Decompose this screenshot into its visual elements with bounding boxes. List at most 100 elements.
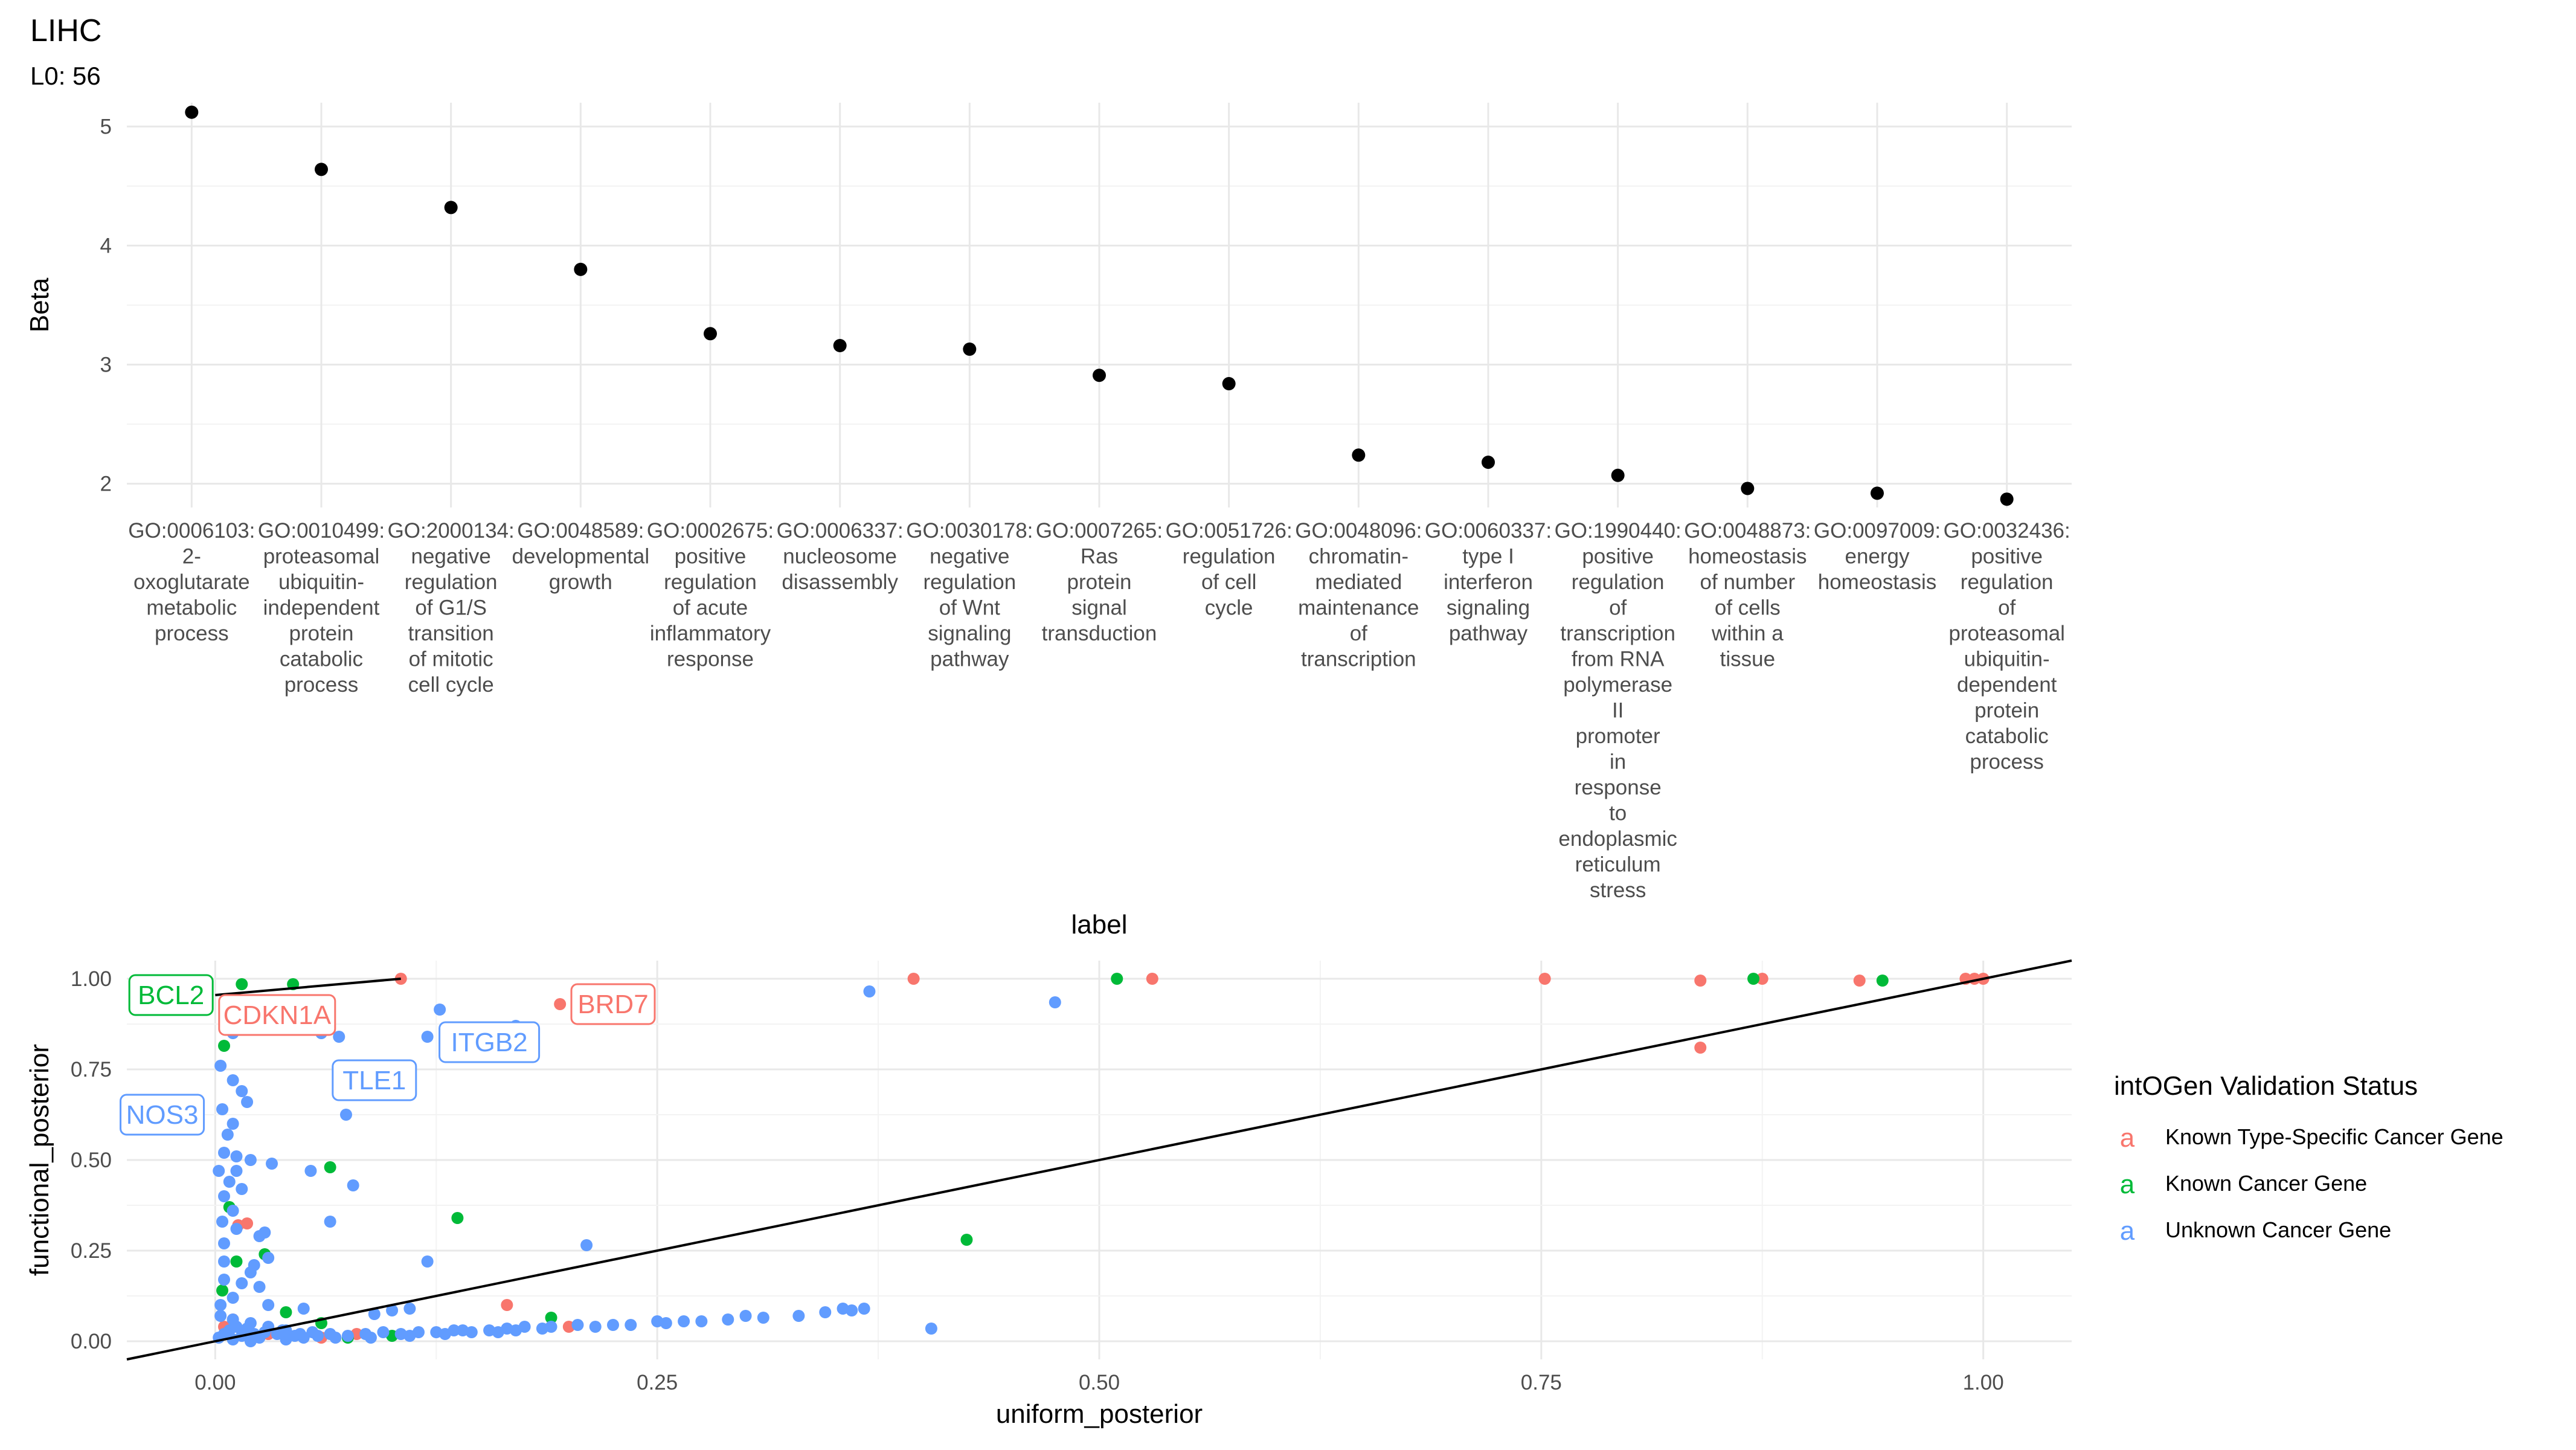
posterior-point	[214, 1310, 227, 1322]
posterior-point	[216, 1216, 229, 1228]
posterior-point	[1538, 973, 1551, 985]
posterior-point	[678, 1315, 690, 1327]
beta-category-label: GO:0048589: developmental growth	[512, 519, 650, 594]
beta-points	[185, 105, 2014, 506]
beta-category-label: GO:0006337: nucleosome disassembly	[777, 519, 904, 594]
posterior-point	[739, 1310, 752, 1322]
beta-category-label: GO:0010499: proteasomal ubiquitin-independ…	[258, 519, 385, 697]
posterior-point	[230, 1223, 243, 1235]
posterior-point	[248, 1259, 260, 1271]
posterior-point	[259, 1226, 271, 1239]
posterior-y-tick-label: 0.75	[71, 1058, 112, 1081]
posterior-point	[333, 1031, 345, 1043]
posterior-point	[368, 1308, 381, 1320]
posterior-point	[571, 1319, 584, 1331]
posterior-point	[218, 1255, 230, 1268]
posterior-point	[324, 1161, 336, 1173]
posterior-point	[216, 1284, 229, 1297]
posterior-point	[863, 985, 876, 997]
posterior-point	[236, 978, 248, 990]
gene-labels: BCL2 CDKN1A BRD7 ITGB2 TLE1 NOS3	[120, 974, 656, 1136]
beta-point	[1093, 369, 1106, 382]
posterior-point	[819, 1306, 832, 1318]
posterior-point	[230, 1165, 243, 1177]
beta-point	[833, 339, 847, 352]
beta-category-labels: GO:0006103: 2-oxoglutarate metabolic proces…	[128, 519, 2070, 902]
posterior-x-tick-label: 0.50	[1079, 1371, 1120, 1394]
posterior-point	[1876, 975, 1889, 987]
posterior-x-axis-title: uniform_posterior	[996, 1399, 1203, 1429]
posterior-point	[214, 1060, 227, 1072]
posterior-x-tick-label: 0.25	[637, 1371, 678, 1394]
beta-category-label: GO:2000134: negative regulation of G1/S tran…	[388, 519, 515, 697]
posterior-y-tick-label: 0.25	[71, 1239, 112, 1263]
gene-label-text: ITGB2	[451, 1028, 528, 1057]
beta-category-label: GO:0048873: homeostasis of number of cells w…	[1684, 519, 1811, 671]
posterior-point	[214, 1299, 227, 1311]
posterior-point	[1747, 973, 1760, 985]
posterior-point	[230, 1321, 243, 1333]
posterior-point	[213, 1165, 225, 1177]
posterior-point	[492, 1326, 504, 1338]
beta-point	[185, 105, 199, 119]
beta-point	[2000, 492, 2014, 506]
legend: intOGen Validation Status a Known Type-Sp…	[2114, 1071, 2504, 1246]
posterior-point	[236, 1085, 248, 1097]
posterior-point	[403, 1330, 416, 1342]
beta-point	[704, 327, 717, 341]
beta-category-label: GO:0051726: regulation of cell cycle	[1166, 519, 1293, 620]
posterior-point	[501, 1299, 513, 1311]
posterior-point	[226, 1118, 239, 1130]
posterior-point	[218, 1274, 230, 1286]
legend-key: a	[2120, 1170, 2135, 1199]
posterior-point	[421, 1255, 434, 1268]
posterior-point	[451, 1212, 464, 1224]
beta-category-label: GO:0048096: chromatin-mediated maintenance…	[1295, 519, 1422, 671]
posterior-y-tick-label: 0.00	[71, 1330, 112, 1353]
posterior-point	[589, 1321, 602, 1333]
legend-title: intOGen Validation Status	[2114, 1071, 2418, 1101]
posterior-point	[218, 1190, 230, 1202]
gene-label-frame	[332, 1059, 417, 1101]
gene-label-text: BCL2	[138, 981, 204, 1010]
posterior-point	[339, 1109, 352, 1121]
posterior-point	[236, 1277, 248, 1289]
beta-x-axis-title: label	[1071, 910, 1128, 939]
posterior-point	[1146, 973, 1158, 985]
posterior-point	[925, 1323, 937, 1335]
beta-category-label: GO:1990440: positive regulation of transcrip…	[1555, 519, 1681, 902]
posterior-point	[651, 1315, 664, 1327]
posterior-point	[1853, 975, 1866, 987]
posterior-point	[312, 1330, 324, 1342]
posterior-x-tick-label: 0.00	[194, 1371, 236, 1394]
posterior-point	[722, 1313, 734, 1326]
posterior-point	[907, 973, 920, 985]
beta-point	[1222, 377, 1236, 391]
beta-y-tick-label: 5	[100, 115, 112, 138]
posterior-point	[230, 1150, 243, 1162]
legend-key: a	[2120, 1216, 2135, 1246]
gene-label-frame	[120, 1094, 205, 1136]
posterior-y-axis-title: functional_posterior	[25, 1044, 54, 1276]
legend-entry-label: Known Type-Specific Cancer Gene	[2165, 1124, 2504, 1149]
posterior-x-tick-label: 1.00	[1963, 1371, 2004, 1394]
posterior-point	[223, 1176, 236, 1188]
posterior-point	[341, 1330, 354, 1342]
posterior-point	[304, 1165, 317, 1177]
posterior-point	[545, 1312, 557, 1324]
gene-label-frame	[570, 983, 656, 1025]
beta-y-tick-label: 2	[100, 472, 112, 496]
posterior-point	[364, 1332, 377, 1344]
posterior-point	[607, 1319, 619, 1331]
beta-category-label: GO:0032436: positive regulation of proteasom…	[1944, 519, 2070, 774]
posterior-point	[216, 1103, 229, 1115]
gene-label-box: CDKN1A	[218, 994, 336, 1036]
posterior-point	[545, 1321, 557, 1333]
posterior-point	[1049, 996, 1061, 1008]
beta-point	[1482, 456, 1495, 469]
posterior-point	[266, 1158, 278, 1170]
gene-label-text: BRD7	[577, 990, 648, 1019]
posterior-point	[244, 1154, 257, 1166]
beta-y-ticks: 2 3 4 5	[100, 115, 112, 495]
